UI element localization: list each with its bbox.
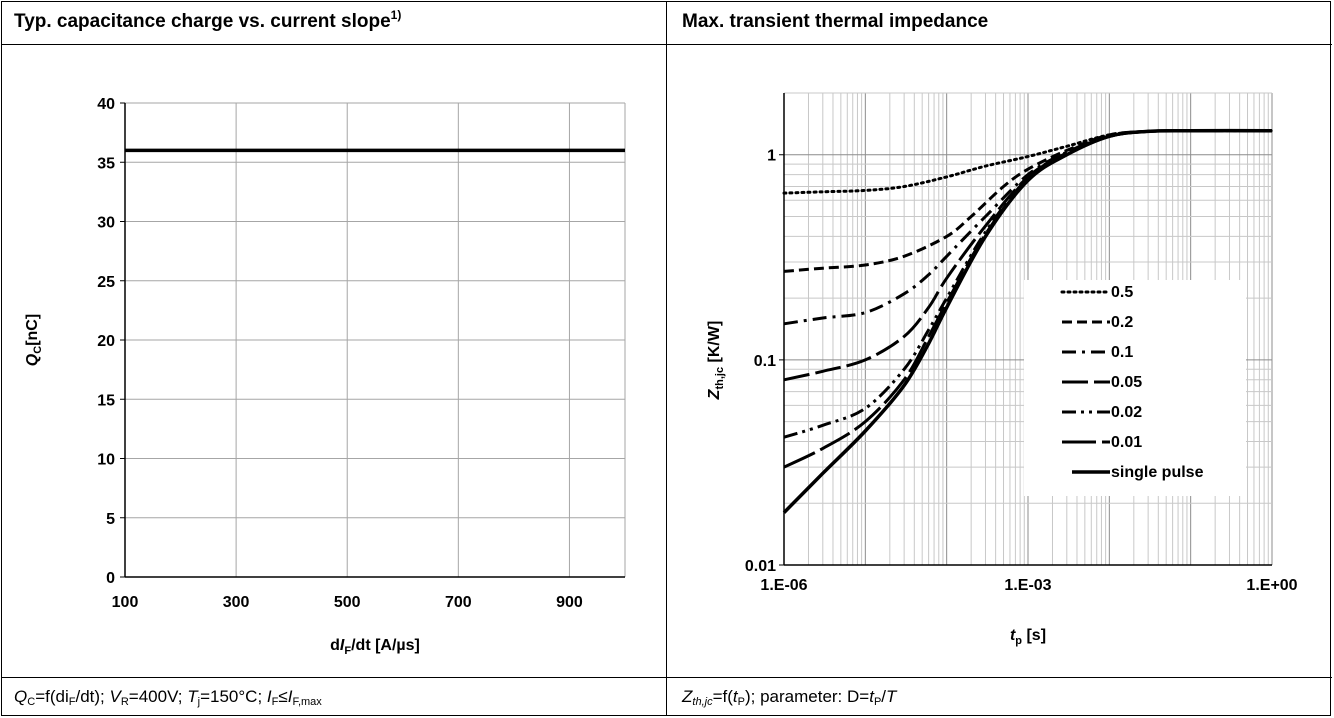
right-chart: 0.01 0.1 1 1.E-06 1.E-03 1.E+00 0.5 0.2 0.1 0.05 0… xyxy=(706,92,1298,647)
right-chart-title: Max. transient thermal impedance xyxy=(682,10,988,34)
left-y-tick-label: 0 xyxy=(106,570,115,587)
left-x-tick-label: 300 xyxy=(223,594,250,611)
header-divider xyxy=(1,44,1332,45)
caption-divider xyxy=(1,677,1332,678)
left-chart-title: Typ. capacitance charge vs. current slop… xyxy=(14,8,402,34)
left-y-tick-label: 20 xyxy=(97,333,115,350)
left-y-axis-label: QC[nC] xyxy=(24,314,44,366)
right-legend-label: 0.01 xyxy=(1111,434,1142,451)
right-legend-label: 0.2 xyxy=(1111,314,1133,331)
left-x-tick-label: 500 xyxy=(334,594,361,611)
right-chart-caption: Zth,jc=f(tP); parameter: D=tP/T xyxy=(682,687,897,708)
right-legend-label: single pulse xyxy=(1111,464,1204,481)
left-y-tick-label: 15 xyxy=(97,392,115,409)
left-y-tick-label: 10 xyxy=(97,452,115,469)
right-legend-label: 0.02 xyxy=(1111,404,1142,421)
left-x-tick-label: 700 xyxy=(445,594,472,611)
right-x-tick-label: 1.E+00 xyxy=(1246,577,1297,594)
left-y-tick-label: 30 xyxy=(97,215,115,232)
left-chart-title-footnote: 1) xyxy=(390,8,402,22)
right-legend-box xyxy=(1024,280,1246,496)
column-divider xyxy=(666,1,667,716)
left-x-axis-label: dIF/dt [A/µs] xyxy=(330,637,420,657)
left-chart: 0 5 10 15 20 25 30 35 40 100 300 500 700 900 dIF/dt [A… xyxy=(24,96,626,657)
right-y-tick-label: 1 xyxy=(767,148,776,165)
right-legend-label: 0.1 xyxy=(1111,344,1133,361)
right-legend-label: 0.05 xyxy=(1111,374,1142,391)
right-x-tick-label: 1.E-03 xyxy=(1004,577,1051,594)
left-y-tick-label: 35 xyxy=(97,155,115,172)
right-y-tick-label: 0.01 xyxy=(745,558,776,575)
right-series-line-0 xyxy=(782,129,1274,195)
right-x-tick-label: 1.E-06 xyxy=(760,577,807,594)
right-legend-label: 0.5 xyxy=(1111,284,1133,301)
left-chart-title-text: Typ. capacitance charge vs. current slop… xyxy=(14,11,391,32)
left-y-tick-label: 5 xyxy=(106,511,115,528)
right-y-axis-label: Zth,jc [K/W] xyxy=(706,321,726,401)
right-series-line-6 xyxy=(782,128,1273,514)
left-y-tick-label: 25 xyxy=(97,274,115,291)
left-y-tick-label: 40 xyxy=(97,96,115,113)
right-y-tick-label: 0.1 xyxy=(754,353,776,370)
left-chart-caption: QC=f(diF/dt); VR=400V; Tj=150°C; IF≤IF,m… xyxy=(14,687,322,708)
left-x-tick-label: 900 xyxy=(556,594,583,611)
right-chart-title-text: Max. transient thermal impedance xyxy=(682,11,989,32)
right-x-axis-label: tp [s] xyxy=(1010,627,1046,647)
left-x-tick-label: 100 xyxy=(112,594,139,611)
right-series-line-2 xyxy=(783,129,1273,326)
right-series-line-1 xyxy=(783,129,1273,273)
